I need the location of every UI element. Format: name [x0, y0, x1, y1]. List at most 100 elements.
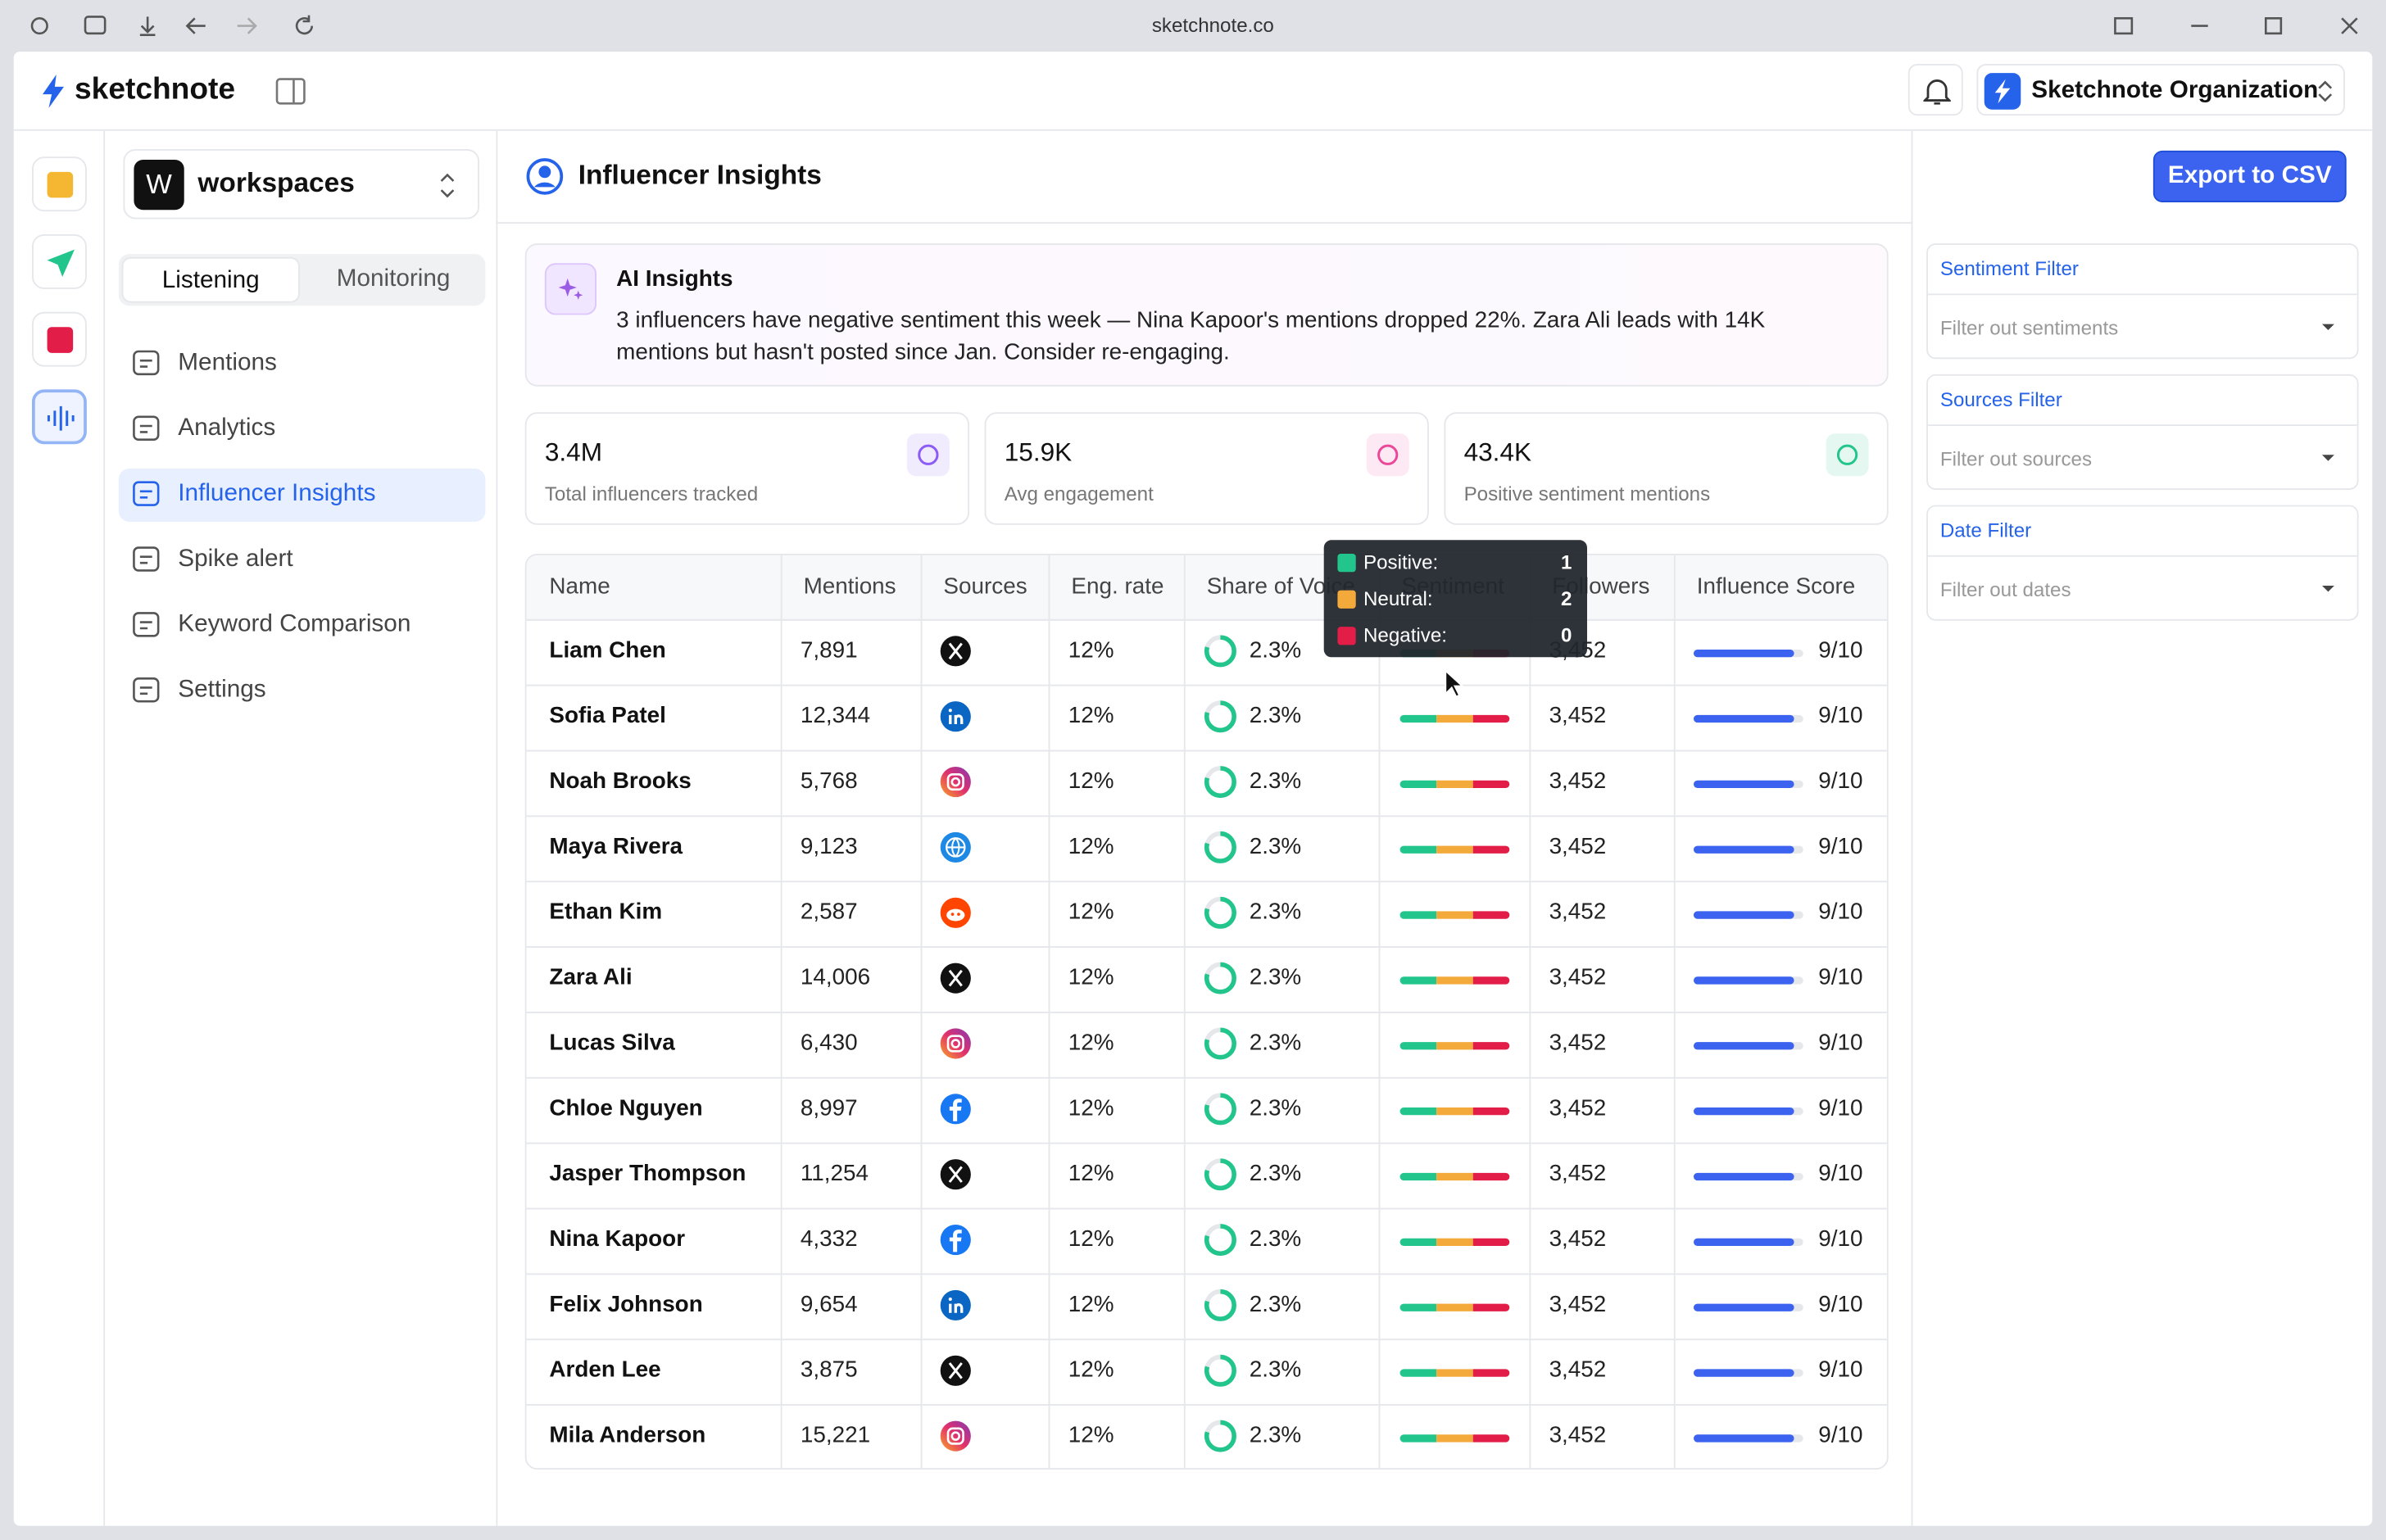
cursor — [1445, 669, 1465, 698]
workspace-avatar: W — [134, 159, 184, 211]
eng-rate: 12% — [1068, 637, 1114, 664]
score: 9/10 — [1818, 1357, 1863, 1384]
tab[interactable]: Listening — [121, 256, 300, 303]
tooltip-value: 1 — [1560, 550, 1572, 574]
sentiment-segment — [1472, 845, 1510, 854]
filter-placeholder[interactable]: Filter out sentiments — [1939, 316, 2119, 340]
nav-label: Analytics — [178, 414, 276, 442]
sentiment-segment — [1472, 1042, 1510, 1050]
app-icon-active[interactable] — [31, 389, 87, 445]
name: Liam Chen — [549, 637, 666, 664]
nav-item[interactable]: Keyword Comparison — [119, 600, 486, 653]
sentiment-segment — [1472, 780, 1510, 788]
notifications[interactable] — [1907, 63, 1963, 116]
share: 2.3% — [1249, 899, 1302, 926]
sentiment-segment — [1436, 780, 1473, 788]
filter-title: Sentiment Filter — [1939, 256, 2079, 280]
nav-item[interactable]: Analytics — [119, 403, 486, 456]
score-bar — [1693, 1238, 1794, 1246]
sentiment-segment — [1472, 1107, 1510, 1116]
sentiment-segment — [1436, 1107, 1473, 1116]
sentiment-segment — [1399, 1172, 1437, 1181]
nav-label: Settings — [178, 677, 266, 703]
source-icon — [940, 831, 971, 863]
score-bar — [1693, 714, 1794, 723]
dropdown-arrow — [2321, 455, 2334, 461]
tooltip-label: Neutral: — [1363, 587, 1433, 610]
name: Sofia Patel — [549, 702, 666, 729]
sentiment-segment — [1472, 911, 1510, 919]
stat-label: Total influencers tracked — [544, 482, 759, 505]
eng-rate: 12% — [1068, 1291, 1114, 1318]
source-icon — [940, 766, 971, 798]
row-divider — [526, 1076, 1887, 1079]
nav-item[interactable]: Mentions — [119, 337, 486, 391]
stat-card: 43.4K Positive sentiment mentions — [1444, 412, 1889, 525]
app-icon[interactable] — [31, 156, 87, 212]
followers: 3,452 — [1549, 768, 1607, 795]
row-divider — [526, 684, 1887, 686]
nav: Mentions Analytics Influencer Insights Spik… — [118, 337, 486, 733]
mentions: 8,997 — [800, 1095, 858, 1121]
source-icon — [940, 1355, 971, 1386]
app-icon-shape — [47, 327, 74, 353]
eng-rate: 12% — [1068, 702, 1114, 729]
column-header: Sources — [943, 573, 1027, 600]
page-title: Influencer Insights — [578, 159, 822, 191]
nav-label: Influencer Insights — [178, 480, 376, 507]
name: Arden Lee — [549, 1357, 661, 1384]
app-icon[interactable] — [31, 233, 87, 289]
mentions: 2,587 — [800, 899, 858, 926]
workspace-switcher[interactable]: W workspaces — [123, 148, 479, 220]
score: 9/10 — [1818, 1225, 1863, 1252]
url[interactable]: sketchnote.co — [1151, 13, 1274, 37]
source-icon — [940, 897, 971, 928]
score: 9/10 — [1818, 1160, 1863, 1187]
filter-placeholder[interactable]: Filter out sources — [1939, 446, 2093, 470]
ai-icon — [544, 263, 596, 315]
app-icon[interactable] — [31, 311, 87, 367]
nav-item[interactable]: Spike alert — [119, 534, 486, 587]
row-divider — [526, 1011, 1887, 1013]
mentions: 3,875 — [800, 1357, 858, 1384]
window-controls[interactable] — [2112, 14, 2371, 38]
stat-label: Positive sentiment mentions — [1463, 482, 1711, 505]
sentiment-segment — [1399, 1042, 1437, 1050]
sparkle — [558, 278, 583, 300]
send-icon — [47, 249, 75, 277]
share-ring — [1204, 635, 1236, 668]
followers: 3,452 — [1549, 702, 1607, 729]
nav-label: Keyword Comparison — [178, 611, 411, 638]
nav-item[interactable]: Influencer Insights — [118, 468, 486, 522]
browser-bar: sketchnote.co — [0, 0, 2386, 52]
sentiment-segment — [1436, 1042, 1473, 1050]
chevron — [440, 173, 455, 198]
row-divider — [526, 946, 1887, 948]
export-button[interactable]: Export to CSV — [2152, 150, 2347, 202]
tooltip: Positive: 1 Neutral: 2 Negative: 0 — [1323, 540, 1587, 658]
row-divider — [526, 1338, 1887, 1341]
source-icon — [940, 962, 971, 994]
org-switcher[interactable]: Sketchnote Organization — [1976, 63, 2345, 116]
filter-placeholder[interactable]: Filter out dates — [1939, 578, 2071, 601]
sentiment-segment — [1472, 1172, 1510, 1181]
tabs: Listening Monitoring — [118, 254, 486, 306]
browser-icons[interactable] — [27, 14, 331, 38]
share: 2.3% — [1249, 833, 1302, 860]
mentions: 5,768 — [800, 768, 858, 795]
stat-icon — [1366, 433, 1409, 477]
ai-text: 3 influencers have negative sentiment th… — [616, 307, 1766, 365]
name: Mila Anderson — [549, 1422, 706, 1448]
followers: 3,452 — [1549, 1291, 1607, 1318]
sentiment-segment — [1436, 1172, 1473, 1181]
tab[interactable]: Monitoring — [336, 265, 451, 292]
tooltip-swatch — [1337, 627, 1356, 645]
score-bar — [1693, 1369, 1794, 1377]
followers: 3,452 — [1549, 1030, 1607, 1056]
score-bar — [1693, 1172, 1794, 1181]
nav-item[interactable]: Settings — [119, 665, 486, 718]
followers: 3,452 — [1549, 899, 1607, 926]
collapse-icon[interactable] — [275, 78, 306, 105]
mentions: 6,430 — [800, 1030, 858, 1056]
